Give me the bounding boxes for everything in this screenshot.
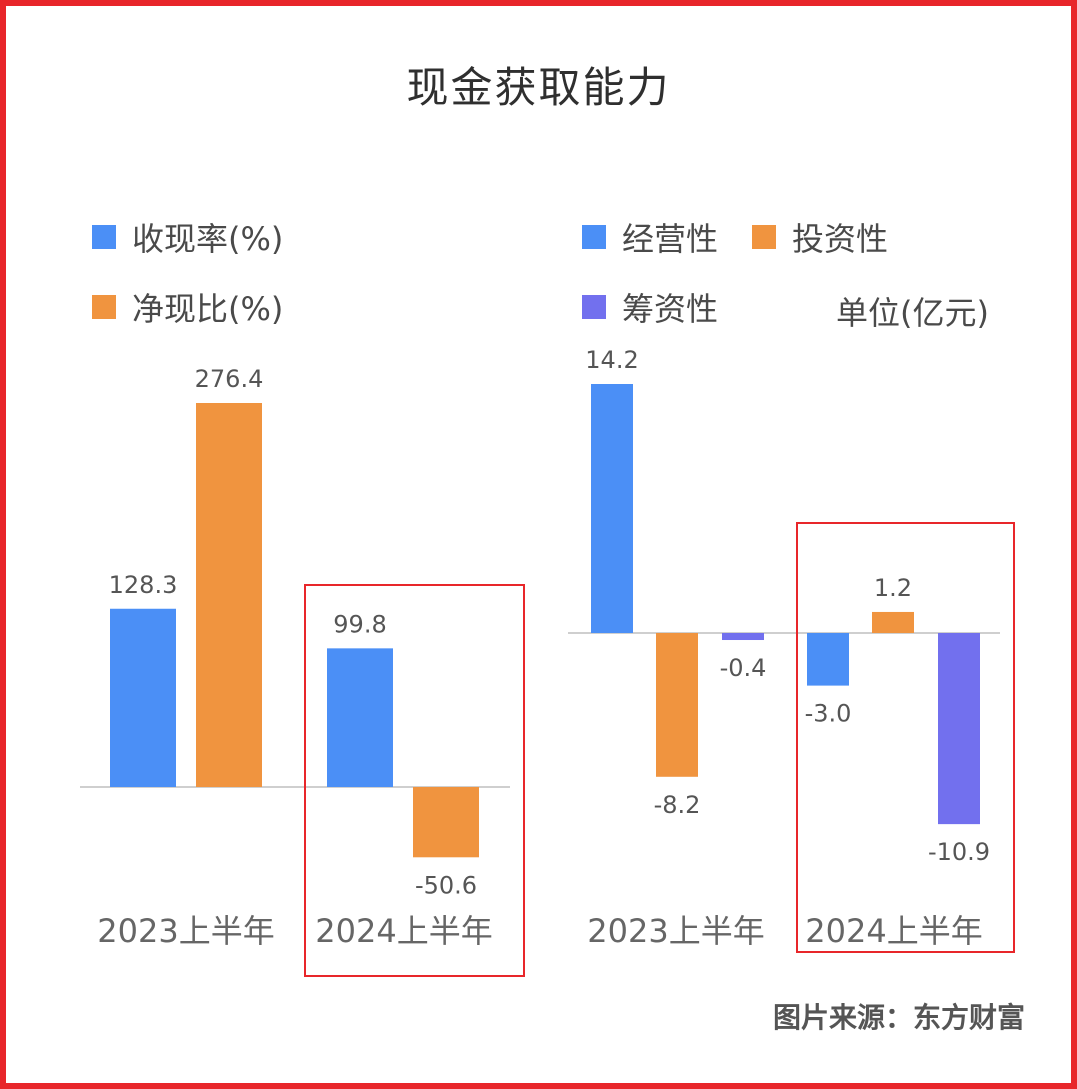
data-label: 128.3 — [109, 571, 178, 599]
bar — [656, 633, 698, 777]
bar — [591, 384, 633, 633]
legend-swatch-orange — [92, 295, 116, 319]
legend-label: 经营性 — [622, 220, 719, 258]
chart-title: 现金获取能力 — [406, 63, 671, 112]
data-label: 1.2 — [874, 574, 912, 602]
bar — [413, 787, 479, 858]
legend-label: 筹资性 — [622, 290, 719, 328]
legend-item-financing: 筹资性 — [582, 284, 718, 330]
category-label: 2024上半年 — [805, 912, 982, 950]
legend-swatch-blue — [582, 225, 606, 249]
category-label: 2023上半年 — [97, 912, 274, 950]
legend-item-net-cash-ratio: 净现比(%) — [92, 284, 283, 330]
legend-label: 投资性 — [792, 220, 889, 258]
legend-swatch-purple — [582, 295, 606, 319]
data-label: -8.2 — [654, 791, 701, 819]
bar — [807, 633, 849, 686]
legend-item-operating: 经营性 — [582, 214, 718, 260]
bar — [872, 611, 914, 633]
data-label: 14.2 — [585, 346, 638, 374]
unit-label: 单位(亿元) — [836, 294, 989, 332]
data-label: -50.6 — [415, 871, 477, 899]
legend-swatch-orange — [752, 225, 776, 249]
bar — [938, 633, 980, 825]
category-label: 2024上半年 — [315, 912, 492, 950]
data-label: -10.9 — [928, 838, 990, 866]
legend-label: 收现率(%) — [132, 220, 284, 258]
bar — [110, 608, 176, 787]
highlight-box — [796, 522, 1015, 953]
bar — [327, 648, 393, 787]
legend-item-collection-rate: 收现率(%) — [92, 214, 283, 260]
image-source: 图片来源：东方财富 — [772, 1001, 1025, 1034]
bar — [722, 633, 764, 641]
legend-swatch-blue — [92, 225, 116, 249]
legend-item-investing: 投资性 — [752, 214, 888, 260]
data-label: 276.4 — [195, 365, 264, 393]
data-label: -3.0 — [805, 700, 852, 728]
category-label: 2023上半年 — [587, 912, 764, 950]
bar — [196, 403, 262, 787]
data-label: 99.8 — [333, 610, 386, 638]
legend-label: 净现比(%) — [132, 290, 284, 328]
data-label: -0.4 — [720, 654, 767, 682]
highlight-box — [304, 584, 525, 977]
